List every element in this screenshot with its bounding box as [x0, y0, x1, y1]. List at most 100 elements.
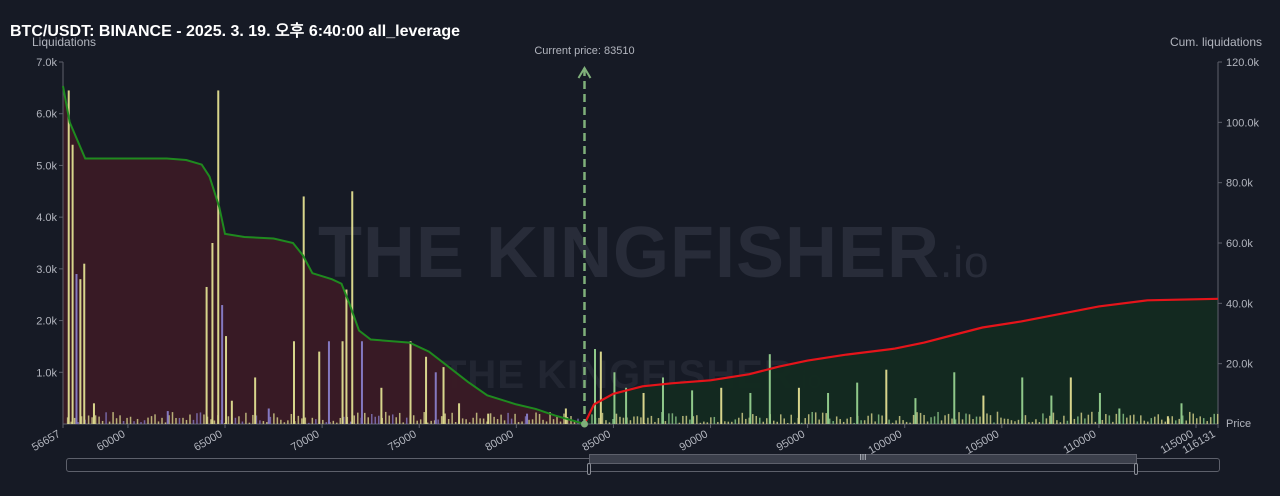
liq-bar-small	[828, 418, 831, 424]
liq-bar-small	[353, 415, 356, 424]
liq-bar-small	[793, 422, 796, 424]
liq-bar-small	[266, 422, 268, 424]
liq-bar-small	[692, 416, 695, 424]
liq-bar-small	[514, 413, 516, 424]
liq-bar-small	[598, 417, 600, 424]
long-liq-bar	[166, 411, 169, 424]
liq-bar-small	[115, 418, 118, 424]
liq-bar-small	[1136, 421, 1139, 424]
long-liq-bar	[217, 90, 220, 424]
liq-bar-small	[1150, 418, 1153, 424]
liq-bar-small	[80, 416, 83, 424]
liq-bar-small	[738, 417, 740, 424]
liq-bar-small	[710, 417, 712, 424]
short-liq-bar	[625, 387, 628, 424]
liq-bar-small	[1202, 418, 1205, 424]
liq-bar-small	[143, 420, 146, 424]
liq-bar-small	[1206, 421, 1208, 424]
liq-bar-small	[699, 422, 702, 424]
liq-bar-small	[727, 421, 730, 424]
liq-bar-small	[283, 422, 286, 424]
liq-bar-small	[689, 419, 691, 424]
liq-bar-small	[426, 422, 429, 424]
liq-bar-small	[916, 412, 918, 424]
chart-title: BTC/USDT: BINANCE - 2025. 3. 19. 오후 6:40…	[10, 23, 461, 40]
liq-bar-small	[259, 420, 261, 424]
liq-bar-small	[290, 413, 293, 424]
liq-bar-small	[129, 416, 132, 424]
long-liq-bar	[211, 243, 214, 424]
long-liq-bar	[458, 403, 461, 424]
liq-bar-small	[1188, 411, 1191, 424]
liq-bar-small	[112, 412, 114, 424]
liq-bar-small	[227, 416, 230, 424]
liq-bar-small	[510, 418, 513, 424]
liq-bar-small	[465, 419, 467, 424]
short-liq-bar	[914, 398, 917, 424]
liq-bar-small	[371, 414, 373, 424]
liq-bar-small	[1084, 418, 1086, 424]
liq-bar-small	[825, 413, 827, 424]
liq-bar-small	[937, 411, 939, 424]
liq-bar-small	[619, 416, 621, 424]
short-liq-bar	[749, 392, 752, 424]
scroller-window[interactable]: III	[589, 454, 1137, 464]
liq-bar-small	[612, 419, 614, 424]
liq-bar-small	[1024, 415, 1027, 424]
x-tick-label: 110000	[1061, 428, 1098, 456]
long-liq-bar	[302, 196, 305, 424]
liq-bar-small	[776, 421, 778, 424]
liq-bar-small	[315, 419, 317, 424]
scroller-right-handle[interactable]	[1134, 463, 1138, 475]
y2-tick-label: 120.0k	[1226, 57, 1260, 69]
liq-bar-small	[947, 413, 950, 424]
liq-bar-small	[1063, 415, 1065, 424]
liq-bar-small	[154, 414, 156, 424]
liq-bar-small	[175, 417, 177, 424]
liq-bar-small	[1014, 421, 1016, 424]
liq-bar-small	[1094, 421, 1097, 424]
liq-bar-small	[972, 419, 974, 424]
liq-bar-small	[1164, 421, 1167, 424]
liq-bar-small	[1017, 419, 1020, 424]
liq-bar-small	[766, 418, 768, 424]
liq-bar-small	[70, 421, 72, 424]
liq-bar-small	[664, 421, 667, 424]
liq-bar-small	[965, 413, 967, 424]
liq-bar-small	[224, 422, 226, 424]
liq-bar-small	[269, 416, 272, 424]
range-scroller[interactable]: III	[66, 454, 1220, 475]
liq-bar-small	[773, 420, 775, 424]
long-liq-bar	[318, 351, 321, 424]
liq-bar-small	[905, 421, 908, 424]
liq-bar-small	[1161, 419, 1163, 424]
long-liq-bar	[79, 279, 82, 424]
y2-tick-label: 60.0k	[1226, 238, 1253, 250]
long-liq-bar	[434, 372, 437, 424]
liq-bar-small	[1154, 416, 1156, 424]
scroller-left-handle[interactable]	[587, 463, 591, 475]
liq-bar-small	[1140, 415, 1142, 424]
liq-bar-small	[933, 416, 936, 424]
liq-bar-small	[909, 422, 911, 424]
liq-bar-small	[968, 414, 971, 424]
long-liq-bar	[225, 336, 228, 424]
y-tick-label: 6.0k	[36, 109, 57, 121]
y2-tick-label: 80.0k	[1226, 178, 1253, 190]
y2-tick-label: 100.0k	[1226, 117, 1260, 129]
liq-bar-small	[451, 412, 453, 424]
liq-bar-small	[433, 420, 436, 424]
liq-bar-small	[731, 421, 733, 424]
liq-bar-small	[241, 421, 244, 424]
x-tick-label: 75000	[386, 428, 418, 454]
liq-bar-small	[1199, 416, 1201, 424]
liq-bar-small	[245, 412, 247, 424]
short-liq-bar	[599, 351, 602, 424]
liq-bar-small	[423, 412, 425, 424]
scroller-grip[interactable]: III	[859, 453, 867, 462]
liq-bar-small	[1087, 414, 1090, 424]
liq-bar-small	[1098, 411, 1100, 424]
short-cum-area	[584, 298, 1218, 424]
liq-bar-small	[119, 415, 121, 424]
